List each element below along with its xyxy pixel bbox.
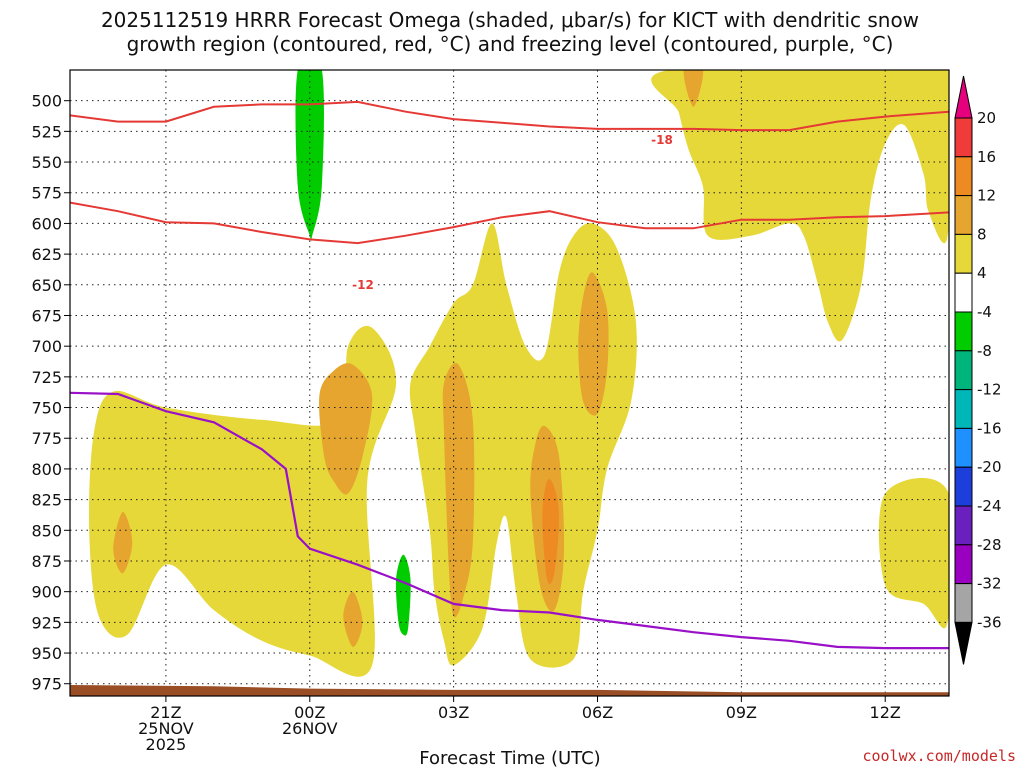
y-tick-label-550: 550 — [31, 153, 62, 172]
shaded-region-yellow-plume-left — [89, 325, 397, 677]
colorbar-swatch-2 — [954, 156, 973, 197]
x-tick-label-3-0: 03Z — [438, 703, 469, 722]
plot-frame — [69, 69, 950, 697]
colorbar-label-12: -32 — [977, 575, 1002, 593]
colorbar-label-9: -20 — [977, 458, 1002, 476]
freezing-level-contour — [70, 391, 949, 650]
shaded-region-orange-cell-d — [442, 363, 475, 618]
colorbar-label-3: 8 — [977, 225, 987, 243]
x-tick-label--3-2: 2025 — [146, 735, 187, 754]
shaded-region-orange-cell-g — [683, 70, 704, 107]
contour-lines — [70, 100, 949, 650]
colorbar-swatch-10 — [954, 466, 973, 507]
x-tick-label-12-0: 12Z — [870, 703, 901, 722]
colorbar-swatch-1 — [954, 117, 973, 158]
isotherm-label-minus18: -18 — [651, 133, 673, 147]
colorbar-swatch-7 — [954, 350, 973, 391]
colorbar-label-13: -36 — [977, 613, 1002, 631]
x-axis-label: Forecast Time (UTC) — [419, 748, 600, 768]
shaded-region-orange-cell-b — [113, 511, 133, 574]
y-tick-label-900: 900 — [31, 583, 62, 602]
x-tick-label-6-0: 06Z — [582, 703, 613, 722]
colorbar-label-11: -28 — [977, 536, 1002, 554]
colorbar-swatch-6 — [954, 311, 973, 352]
colorbar-swatch-13 — [954, 583, 973, 623]
colorbar-bottom-arrow — [954, 621, 973, 665]
y-tick-label-775: 775 — [31, 429, 62, 448]
y-tick-label-950: 950 — [31, 644, 62, 663]
isotherm-label-bg-minus12 — [349, 277, 377, 292]
y-axis: 500 525 550 575 600 625 650 675 700 725 750 775 800 8… — [31, 92, 70, 694]
colorbar-label-1: 16 — [977, 148, 996, 166]
dgz-minus12-contour — [70, 201, 949, 245]
y-tick-label-525: 525 — [31, 122, 62, 141]
shaded-region-green-lens — [395, 554, 411, 636]
chart-title-line-1: 2025112519 HRRR Forecast Omega (shaded, … — [101, 8, 919, 32]
x-tick-label--3-0: 21Z — [150, 703, 181, 722]
x-tick-label--3-1: 25NOV — [138, 719, 194, 738]
colorbar-label-10: -24 — [977, 497, 1002, 515]
y-tick-label-800: 800 — [31, 460, 62, 479]
y-tick-label-700: 700 — [31, 337, 62, 356]
colorbar-swatch-3 — [954, 195, 973, 235]
shaded-region-orange-cell-a — [319, 363, 373, 495]
colorbar-label-4: 4 — [977, 264, 987, 282]
chart-title-line-2: growth region (contoured, red, °C) and f… — [127, 32, 894, 56]
y-tick-label-750: 750 — [31, 399, 62, 418]
isotherm-label-minus12: -12 — [352, 278, 374, 292]
y-tick-label-875: 875 — [31, 552, 62, 571]
x-tick-label-0-0: 00Z — [294, 703, 325, 722]
y-tick-label-650: 650 — [31, 276, 62, 295]
ground-layer — [70, 685, 949, 696]
colorbar-label-2: 12 — [977, 187, 996, 205]
plot-area — [70, 70, 949, 696]
grid-lines — [70, 70, 949, 696]
y-tick-label-575: 575 — [31, 184, 62, 203]
colorbar-swatch-8 — [954, 389, 973, 429]
x-tick-label-9-0: 09Z — [726, 703, 757, 722]
colorbar-label-5: -4 — [977, 303, 992, 321]
y-tick-label-725: 725 — [31, 368, 62, 387]
y-tick-label-675: 675 — [31, 306, 62, 325]
shaded-region-orange-cell-f — [578, 272, 609, 416]
y-tick-label-625: 625 — [31, 245, 62, 264]
omega-shading — [89, 70, 949, 677]
shaded-region-yellow-lower-right — [878, 478, 949, 629]
x-tick-label-0-1: 26NOV — [282, 719, 338, 738]
colorbar: 20 16 12 8 4 -4 -8 -12 -16 -20 -24 -28 -32 -36 — [954, 75, 1002, 665]
isotherm-label-bg-minus18 — [648, 132, 676, 147]
colorbar-label-7: -12 — [977, 381, 1002, 399]
colorbar-top-arrow — [954, 75, 973, 119]
y-tick-label-925: 925 — [31, 613, 62, 632]
shaded-region-yellow-upper-right — [651, 70, 949, 342]
dgz-minus18-contour — [70, 100, 949, 132]
y-tick-label-825: 825 — [31, 491, 62, 510]
shaded-region-orange-cell-c — [343, 591, 363, 647]
shaded-region-green-column — [295, 70, 324, 242]
colorbar-swatch-12 — [954, 544, 973, 585]
y-tick-label-600: 600 — [31, 214, 62, 233]
colorbar-swatch-9 — [954, 427, 973, 468]
shaded-region-red-cell — [542, 479, 560, 585]
colorbar-swatch-11 — [954, 505, 973, 546]
colorbar-label-6: -8 — [977, 342, 992, 360]
y-tick-label-500: 500 — [31, 92, 62, 111]
y-tick-label-975: 975 — [31, 675, 62, 694]
colorbar-label-8: -16 — [977, 419, 1002, 437]
site-credit: coolwx.com/models — [862, 747, 1016, 765]
colorbar-swatch-4 — [954, 233, 973, 274]
colorbar-swatch-5 — [954, 272, 973, 313]
colorbar-label-0: 20 — [977, 109, 996, 127]
y-tick-label-850: 850 — [31, 521, 62, 540]
ground-fill — [70, 685, 949, 696]
